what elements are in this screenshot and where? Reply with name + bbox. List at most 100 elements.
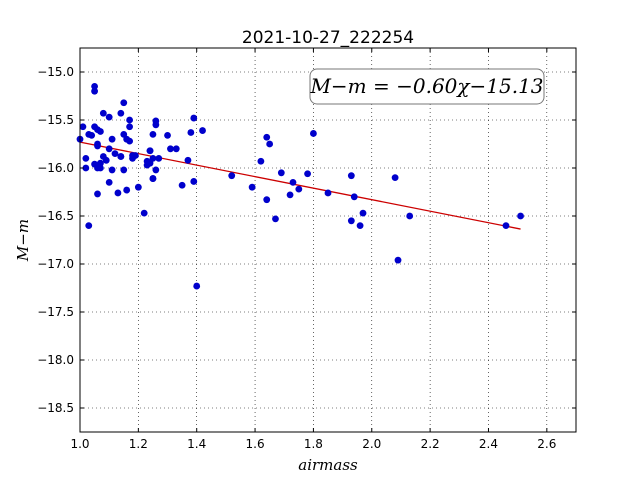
grid [79,48,576,432]
plot-area [80,48,576,432]
data-point [126,137,133,145]
data-point [94,190,101,198]
y-tick-label: −17.0 [37,257,74,271]
data-point [91,87,98,95]
data-point [105,179,113,186]
data-point [406,212,414,220]
data-point [120,99,128,107]
fit-annotation: M−m = −0.60χ−15.13 [309,74,543,98]
data-point [82,155,90,162]
data-point [79,123,87,131]
data-point [266,140,274,148]
x-tick-label: 2.2 [421,437,440,451]
data-point [277,169,285,177]
data-point [108,135,116,143]
data-point [111,150,119,158]
data-point [391,174,399,182]
data-point [394,256,402,264]
data-point [152,166,160,174]
data-point [97,128,104,135]
data-point [324,189,332,197]
x-tick-label: 1.4 [187,437,206,451]
data-point [347,172,355,180]
data-point [304,170,311,178]
x-tick-label: 1.6 [246,437,265,451]
data-point [105,145,113,153]
data-point [149,131,157,138]
data-point [350,193,358,201]
data-points [76,83,524,290]
data-point [172,145,180,153]
data-point [126,116,133,124]
data-point [120,166,128,174]
data-point [146,147,154,155]
y-tick-label: −17.5 [37,305,74,319]
data-point [184,156,192,164]
data-point [228,172,236,180]
y-axis-label: M−m [14,219,32,262]
data-point [117,153,125,160]
y-tick-label: −16.0 [37,161,74,175]
data-point [134,183,142,191]
fit-annotation-box [309,68,545,105]
data-point [187,129,195,136]
data-point [347,217,355,225]
data-point [190,178,198,185]
data-point [149,155,157,162]
data-point [178,181,186,189]
data-point [140,209,148,217]
data-point [263,196,271,204]
x-tick-label: 2.0 [362,437,381,451]
data-point [356,222,364,230]
data-point [164,131,171,139]
data-point [199,127,206,134]
x-tick-label: 1.8 [304,437,323,451]
data-point [517,212,524,220]
data-point [152,117,160,125]
data-point [132,152,139,159]
data-point [105,113,113,121]
data-point [502,222,510,230]
x-tick-label: 2.6 [537,437,556,451]
x-tick-label: 2.4 [479,437,498,451]
data-point [289,179,297,186]
data-point [295,185,303,193]
data-point [108,166,116,174]
data-point [310,130,317,137]
data-point [97,164,104,172]
y-tick-label: −15.5 [37,113,74,127]
y-tick-label: −18.5 [37,401,74,415]
x-tick-label: 1.2 [129,437,148,451]
plot-frame [79,47,577,433]
data-point [117,109,125,117]
chart-title: 2021-10-27_222254 [242,28,414,48]
data-point [97,159,104,167]
data-point [167,145,174,153]
y-tick-label: −18.0 [37,353,74,367]
data-point [91,83,98,90]
data-point [155,155,163,162]
data-point [99,109,107,117]
data-point [149,175,157,182]
data-point [126,123,133,131]
data-point [123,186,131,194]
data-point [257,157,265,165]
data-point [248,183,256,191]
x-tick-label: 1.0 [70,437,89,451]
y-tick-label: −16.5 [37,209,74,223]
data-point [102,156,110,164]
y-tick-label: −15.0 [37,65,74,79]
data-point [82,164,90,172]
data-point [359,209,367,217]
data-point [286,191,294,199]
data-point [190,114,198,122]
data-point [88,131,96,139]
x-axis-label: airmass [298,456,358,474]
data-point [114,189,122,197]
data-point [94,142,101,150]
data-point [263,133,271,141]
data-point [193,282,201,290]
axis-ticks: 1.0 1.2 1.4 1.6 1.8 2.0 2.2 2.4 2.6 −15.0 −15.5 −16… [37,48,576,451]
data-point [85,222,93,230]
